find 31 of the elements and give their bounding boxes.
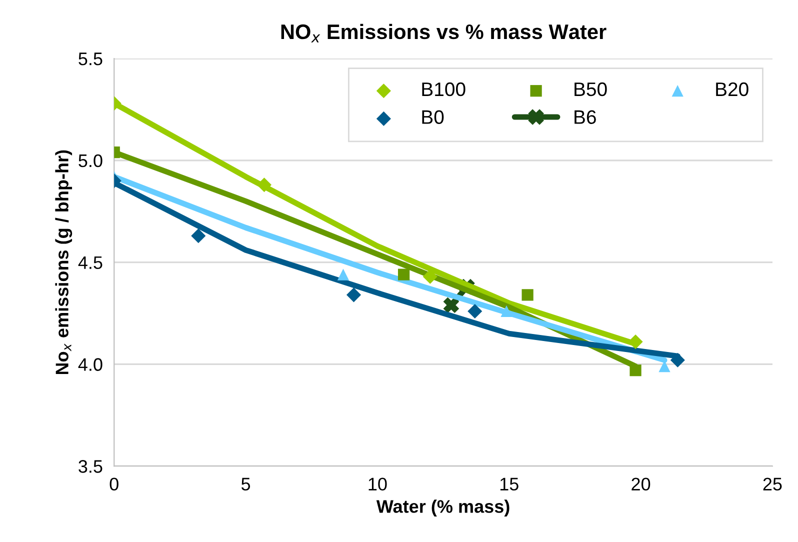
point <box>346 288 362 302</box>
legend-label: B50 <box>574 82 607 96</box>
point <box>337 268 350 280</box>
legend-label: B20 <box>716 82 748 96</box>
y-tick-label: 5.5 <box>78 52 102 66</box>
point <box>630 364 642 376</box>
legend-label: B100 <box>422 82 466 96</box>
x-tick-label: 10 <box>368 478 387 490</box>
point <box>256 178 272 192</box>
legend-label: B0 <box>422 110 444 124</box>
x-axis-title: Water (% mass) <box>376 500 510 516</box>
point <box>422 269 438 284</box>
point <box>468 304 482 319</box>
x-tick-label: 25 <box>763 478 782 490</box>
y-tick-label: 4.5 <box>78 256 102 270</box>
point <box>670 352 685 368</box>
point <box>444 297 459 313</box>
point <box>398 268 410 280</box>
chart-title: NO$_{x}$ Emissions vs % mass Water <box>281 24 606 42</box>
y-tick-label: 4.0 <box>78 358 102 371</box>
y-tick-label: 5.0 <box>78 154 102 168</box>
x-tick-label: 20 <box>632 478 650 490</box>
point <box>522 289 534 301</box>
x-tick-label: 5 <box>241 478 250 490</box>
x-tick-label: 0 <box>110 478 118 490</box>
x-tick-label: 15 <box>500 478 518 490</box>
point <box>191 228 206 244</box>
legend-label: B6 <box>574 110 596 124</box>
y-tick-label: 3.5 <box>78 460 102 473</box>
point <box>500 305 512 318</box>
y-axis-title: No$_{x}$ emissions (g / bhp-hr) <box>55 150 72 374</box>
